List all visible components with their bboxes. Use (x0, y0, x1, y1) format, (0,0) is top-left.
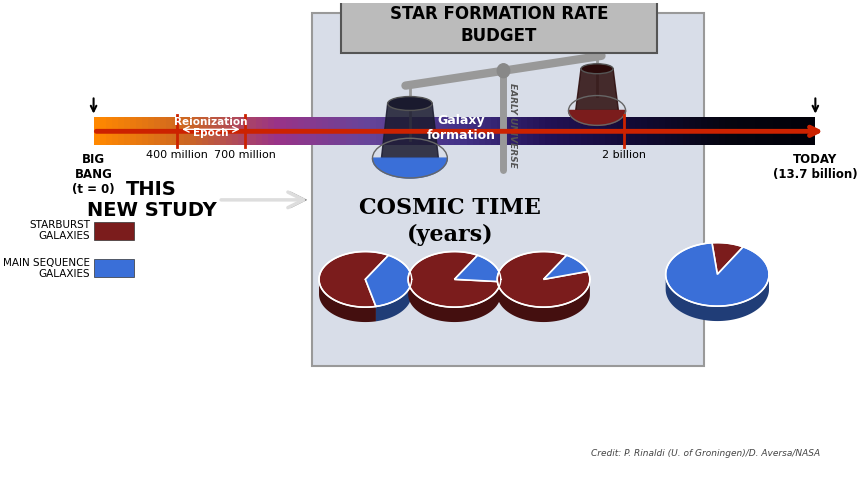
Polygon shape (319, 279, 376, 322)
Polygon shape (544, 255, 588, 279)
Text: THIS
NEW STUDY: THIS NEW STUDY (87, 180, 217, 220)
FancyArrowPatch shape (221, 192, 304, 208)
Text: STARBURST
GALAXIES: STARBURST GALAXIES (29, 220, 90, 242)
Polygon shape (408, 252, 501, 307)
Polygon shape (575, 69, 618, 111)
Text: BIG
BANG
(t = 0): BIG BANG (t = 0) (72, 153, 115, 196)
Polygon shape (372, 158, 447, 178)
Polygon shape (366, 255, 412, 306)
Polygon shape (408, 280, 501, 322)
Polygon shape (319, 252, 389, 307)
Polygon shape (381, 103, 439, 158)
Text: Galaxy
formation: Galaxy formation (427, 114, 496, 142)
Text: Credit: P. Rinaldi (U. of Groningen)/D. Aversa/NASA: Credit: P. Rinaldi (U. of Groningen)/D. … (591, 449, 820, 458)
Text: TODAY
(13.7 billion): TODAY (13.7 billion) (773, 153, 857, 181)
Text: MAIN SEQUENCE
GALAXIES: MAIN SEQUENCE GALAXIES (3, 257, 90, 279)
Text: 2 billion: 2 billion (602, 150, 646, 160)
Text: 400 million: 400 million (145, 150, 207, 160)
Polygon shape (666, 275, 769, 321)
Bar (94, 222, 133, 240)
Polygon shape (454, 255, 501, 282)
Polygon shape (712, 242, 743, 274)
FancyArrowPatch shape (221, 192, 306, 208)
Text: STAR FORMATION RATE
BUDGET: STAR FORMATION RATE BUDGET (390, 5, 608, 45)
Polygon shape (666, 243, 769, 306)
Ellipse shape (388, 97, 433, 111)
Text: 700 million: 700 million (214, 150, 276, 160)
Ellipse shape (581, 64, 613, 74)
Circle shape (497, 64, 510, 78)
Text: COSMIC TIME
(years): COSMIC TIME (years) (359, 197, 541, 246)
Bar (312, 13, 704, 366)
Polygon shape (497, 280, 590, 322)
Polygon shape (497, 252, 590, 307)
Text: Reionization
Epoch: Reionization Epoch (174, 116, 248, 138)
Polygon shape (376, 280, 412, 321)
Bar (94, 259, 133, 277)
FancyBboxPatch shape (341, 0, 657, 53)
Text: EARLY UNIVERSE: EARLY UNIVERSE (508, 83, 517, 168)
Polygon shape (568, 111, 625, 126)
